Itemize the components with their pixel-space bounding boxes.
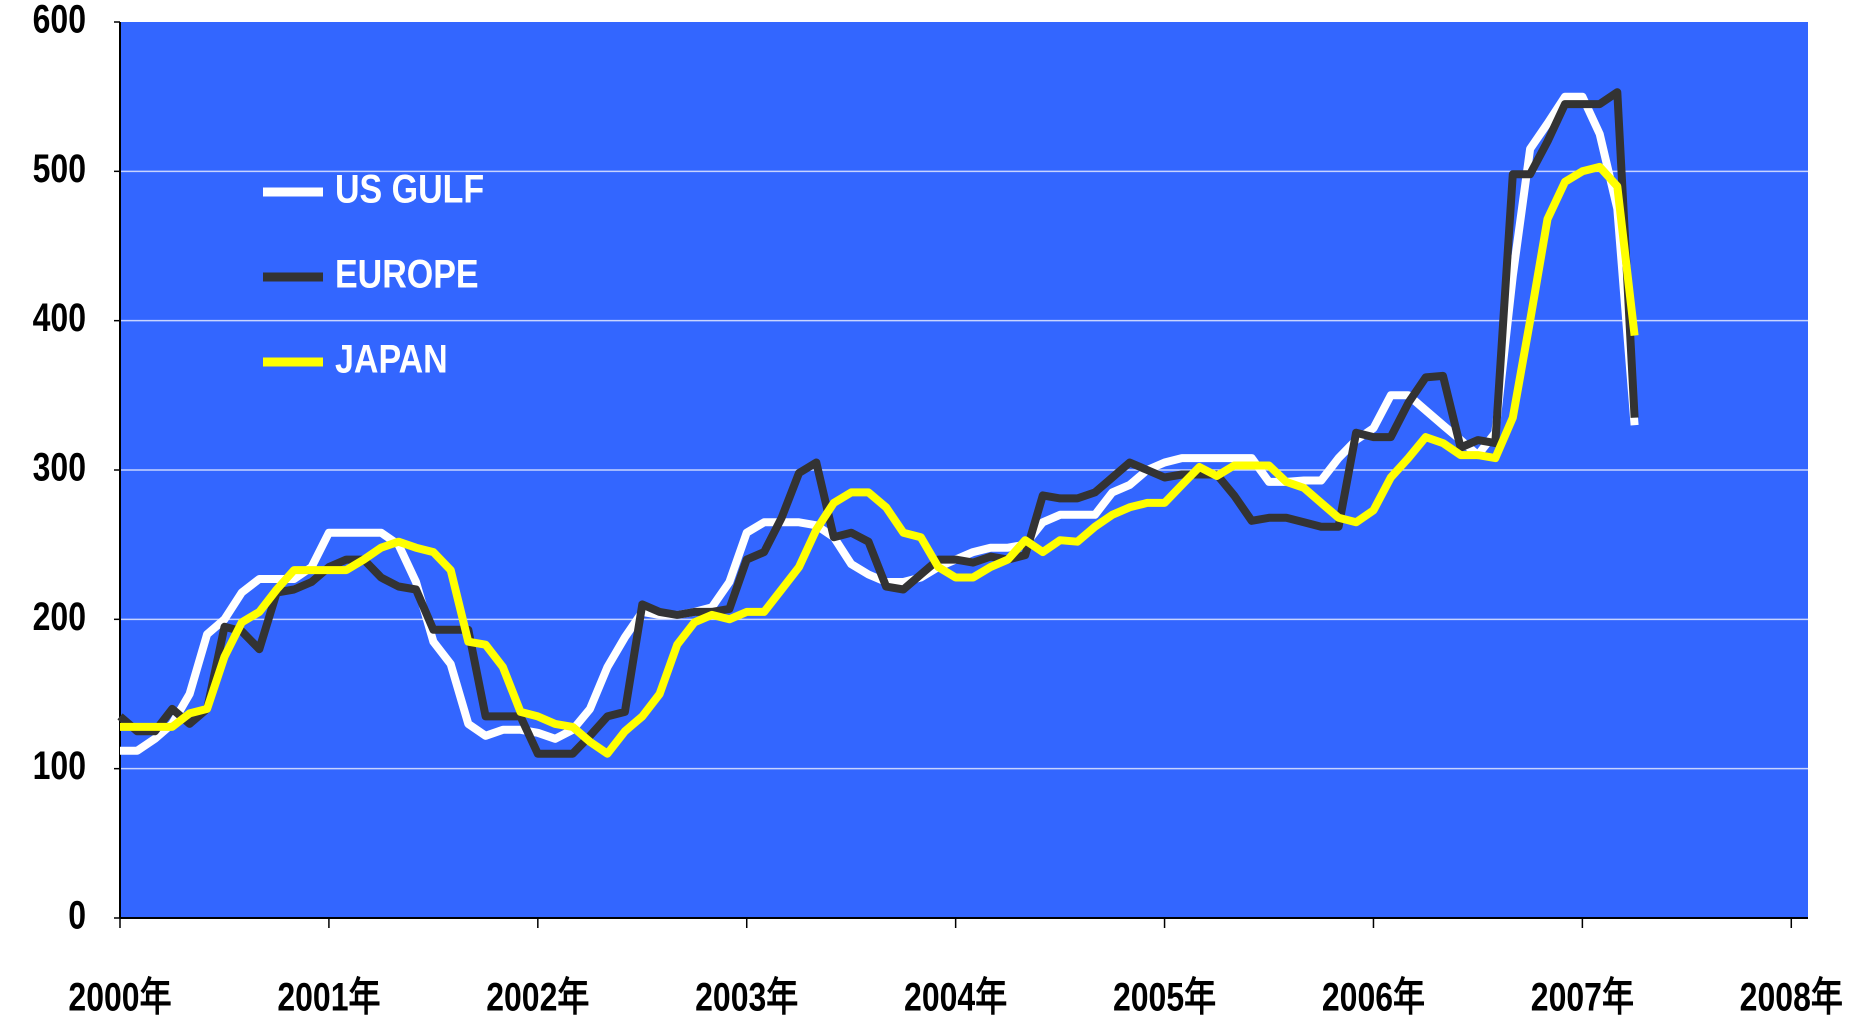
- x-tick-label: 2003年: [695, 974, 798, 1019]
- x-tick-label: 2005年: [1113, 974, 1216, 1019]
- y-tick-label: 100: [33, 743, 86, 788]
- legend-label: EUROPE: [335, 251, 479, 296]
- x-tick-label: 2004年: [904, 974, 1007, 1019]
- y-tick-label: 600: [33, 0, 86, 41]
- series-line: [120, 92, 1639, 755]
- series-line: [120, 162, 1639, 758]
- x-tick-label: 2008年: [1740, 974, 1843, 1019]
- x-tick-label: 2000年: [68, 974, 171, 1019]
- y-tick-label: 400: [33, 295, 86, 340]
- series-line: [117, 88, 1639, 758]
- x-tick-label: 2001年: [277, 974, 380, 1019]
- legend-label: US GULF: [335, 166, 484, 211]
- y-tick-label: 300: [33, 444, 86, 489]
- y-tick-label: 200: [33, 593, 86, 638]
- legend-label: JAPAN: [335, 336, 448, 381]
- y-tick-label: 500: [33, 145, 86, 190]
- x-tick-label: 2007年: [1531, 974, 1634, 1019]
- x-tick-label: 2002年: [486, 974, 589, 1019]
- x-tick-label: 2006年: [1322, 974, 1425, 1019]
- y-tick-label: 0: [68, 892, 86, 937]
